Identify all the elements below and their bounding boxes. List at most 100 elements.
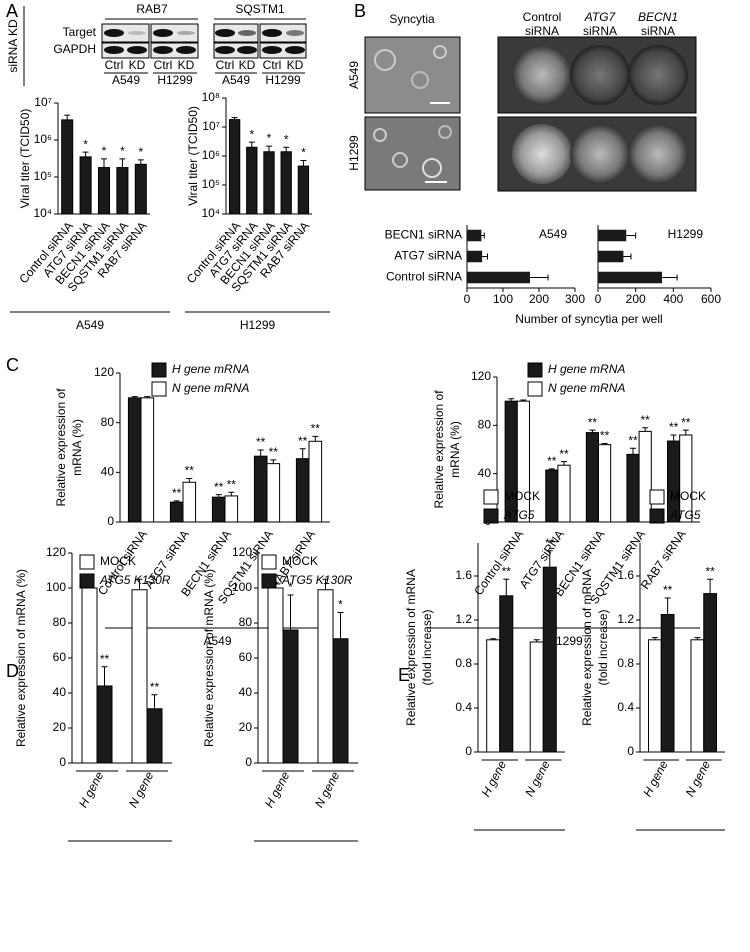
significance-mark: **	[214, 480, 224, 494]
panel-label: E	[398, 665, 410, 685]
legend-label: ATG5 K130R	[281, 573, 353, 587]
plate-column-label: siRNA	[525, 24, 559, 38]
significance-mark: **	[681, 415, 691, 429]
significance-mark: **	[298, 434, 308, 448]
y-tick-label: 80	[101, 415, 115, 429]
error-bar	[137, 159, 144, 165]
y-tick-label: 10⁴	[201, 206, 220, 220]
bar	[116, 167, 129, 215]
y-tick-label: 40	[101, 465, 115, 479]
legend-label: N gene mRNA	[548, 381, 625, 395]
legend-label: MOCK	[100, 554, 136, 568]
legend-swatch	[527, 381, 543, 397]
bar	[545, 469, 559, 523]
y-tick-label: 40	[478, 466, 492, 480]
x-tick-label: 200	[529, 292, 549, 306]
significance-mark: **	[545, 536, 555, 550]
error-bar	[548, 468, 555, 471]
y-axis-label: Relative expression of	[54, 388, 68, 507]
error-bar	[131, 396, 138, 398]
y-tick-label: 1.6	[455, 568, 472, 582]
cell-label: A549	[222, 73, 250, 87]
legend-swatch	[649, 508, 665, 524]
significance-mark: **	[150, 680, 160, 694]
significance-mark: *	[267, 131, 272, 145]
group-label: A549	[203, 634, 231, 648]
error-bar	[312, 435, 319, 442]
y-axis-label: Relative expression of mRNA	[580, 569, 594, 726]
significance-mark: **	[269, 445, 279, 459]
lane-label: Ctrl	[105, 58, 124, 72]
blot-row: Target	[63, 25, 97, 39]
significance-mark: *	[288, 580, 293, 594]
lane-label: Ctrl	[154, 58, 173, 72]
y-tick-label: 0.8	[455, 656, 472, 670]
y-tick-label: 120	[46, 545, 66, 559]
bar	[529, 641, 544, 753]
significance-mark: *	[249, 127, 254, 141]
plate-column-label: siRNA	[641, 24, 675, 38]
bar	[648, 639, 662, 753]
panel-label: B	[354, 1, 366, 21]
y-axis-label: Relative expression of mRNA	[404, 569, 418, 726]
bar	[169, 501, 184, 523]
y-tick-label: 10⁵	[202, 177, 220, 191]
bar	[280, 151, 292, 215]
error-bar	[508, 398, 515, 402]
x-tick-label: H gene	[479, 758, 510, 799]
significance-mark: **	[628, 433, 638, 447]
y-tick-label: 1.2	[455, 612, 472, 626]
error-bar	[287, 594, 294, 630]
western-blot: siRNA KD RAB7 SQSTM1 Target GAPDH Ctrl K…	[6, 2, 307, 87]
significance-mark: *	[120, 144, 125, 158]
panel-label: D	[6, 661, 19, 681]
y-axis-label: mRNA (%)	[448, 421, 462, 478]
bar	[598, 250, 624, 263]
significance-mark: *	[284, 132, 289, 146]
x-tick-label: 400	[663, 292, 683, 306]
image-title: Syncytia	[389, 12, 435, 26]
y-axis-label: (fold increase)	[420, 609, 434, 685]
error-bar	[266, 145, 272, 152]
legend-swatch	[79, 554, 95, 570]
legend-swatch	[151, 362, 167, 378]
error-bar	[642, 427, 649, 432]
y-tick-label: 80	[239, 615, 253, 629]
error-bar	[651, 637, 658, 640]
plate-column-label: siRNA	[583, 24, 617, 38]
y-tick-label: 0	[59, 755, 66, 769]
error-bar	[144, 396, 151, 398]
significance-mark: **	[547, 454, 557, 468]
error-bar	[662, 274, 678, 281]
significance-mark: **	[172, 486, 182, 500]
x-tick-label: 0	[464, 292, 471, 306]
legend-label: ATG5 K130R	[99, 573, 171, 587]
y-tick-label: 0	[465, 744, 472, 758]
bar	[690, 639, 705, 753]
legend-label: ATG5	[669, 508, 701, 522]
error-bar	[101, 158, 107, 168]
significance-mark: *	[138, 145, 143, 159]
legend-label: H gene mRNA	[548, 362, 625, 376]
error-bar	[270, 459, 277, 464]
lane-label: KD	[129, 58, 146, 72]
y-axis-label: Viral titer (TCID50)	[186, 106, 200, 206]
legend-swatch	[79, 573, 95, 589]
y-tick-label: 20	[53, 720, 67, 734]
lane-label: Ctrl	[263, 58, 282, 72]
error-bar	[546, 550, 553, 568]
bar	[224, 495, 239, 523]
y-axis-label: Relative expression of mRNA (%)	[202, 569, 216, 747]
legend-swatch	[649, 489, 665, 505]
group-label: H1299	[240, 318, 276, 332]
bar	[211, 496, 226, 523]
error-bar	[186, 478, 193, 483]
bar	[317, 589, 334, 764]
plate-column-label: Control	[523, 10, 562, 24]
bar	[504, 400, 518, 523]
bar	[626, 453, 640, 523]
y-tick-label: 0	[107, 514, 114, 528]
significance-mark: *	[338, 598, 343, 612]
error-bar	[231, 117, 238, 120]
